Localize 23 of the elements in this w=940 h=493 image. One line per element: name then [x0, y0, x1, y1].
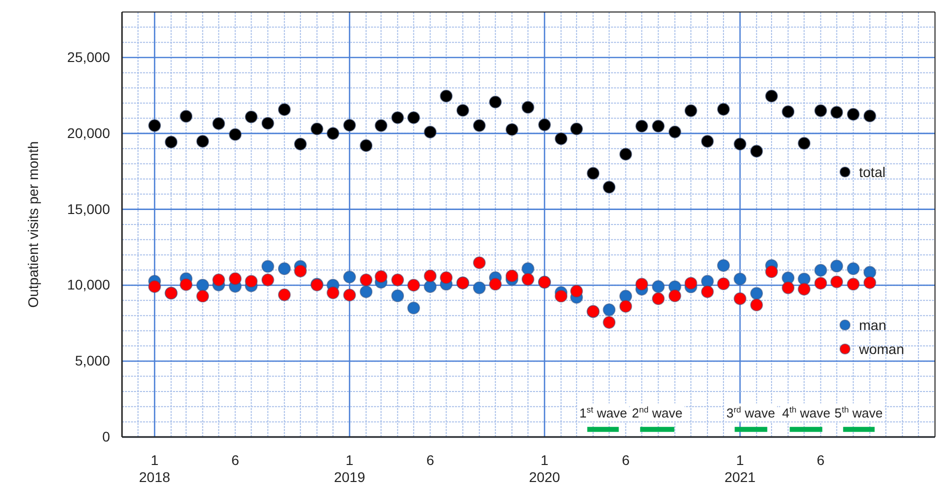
x-tick-label: 6: [622, 452, 630, 468]
annotation: 1$^{st}$ wave: [579, 404, 628, 420]
x-tick-label: 6: [426, 452, 434, 468]
annotation: 3$^{rd}$ wave: [726, 404, 776, 420]
x-tick-label: 6: [816, 452, 825, 468]
y-tick-label: 5,000: [74, 352, 110, 369]
annotation: 4$^{th}$ wave: [782, 404, 830, 420]
x-tick-label: 1 2021: [724, 452, 756, 485]
legend-label: total: [859, 164, 886, 180]
y-tick-label: 10,000: [67, 276, 110, 293]
legend-label: woman: [858, 341, 904, 357]
y-tick-label: 15,000: [67, 200, 110, 217]
x-tick-label: 6: [231, 452, 240, 468]
legend-label: man: [859, 317, 886, 333]
x-tick-label: 1 2018: [139, 452, 170, 485]
y-tick-label: 25,000: [67, 49, 110, 66]
y-tick-label: 20,000: [67, 124, 110, 141]
y-tick-label: 0: [102, 428, 110, 444]
x-tick-label: 1 2019: [334, 452, 366, 485]
x-tick-label: 1 2020: [528, 452, 560, 485]
annotation: 5$^{th}$ wave: [834, 404, 883, 420]
y-axis-title: Outpatient visits per month: [25, 141, 41, 308]
annotation: 2$^{nd}$ wave: [632, 404, 683, 420]
